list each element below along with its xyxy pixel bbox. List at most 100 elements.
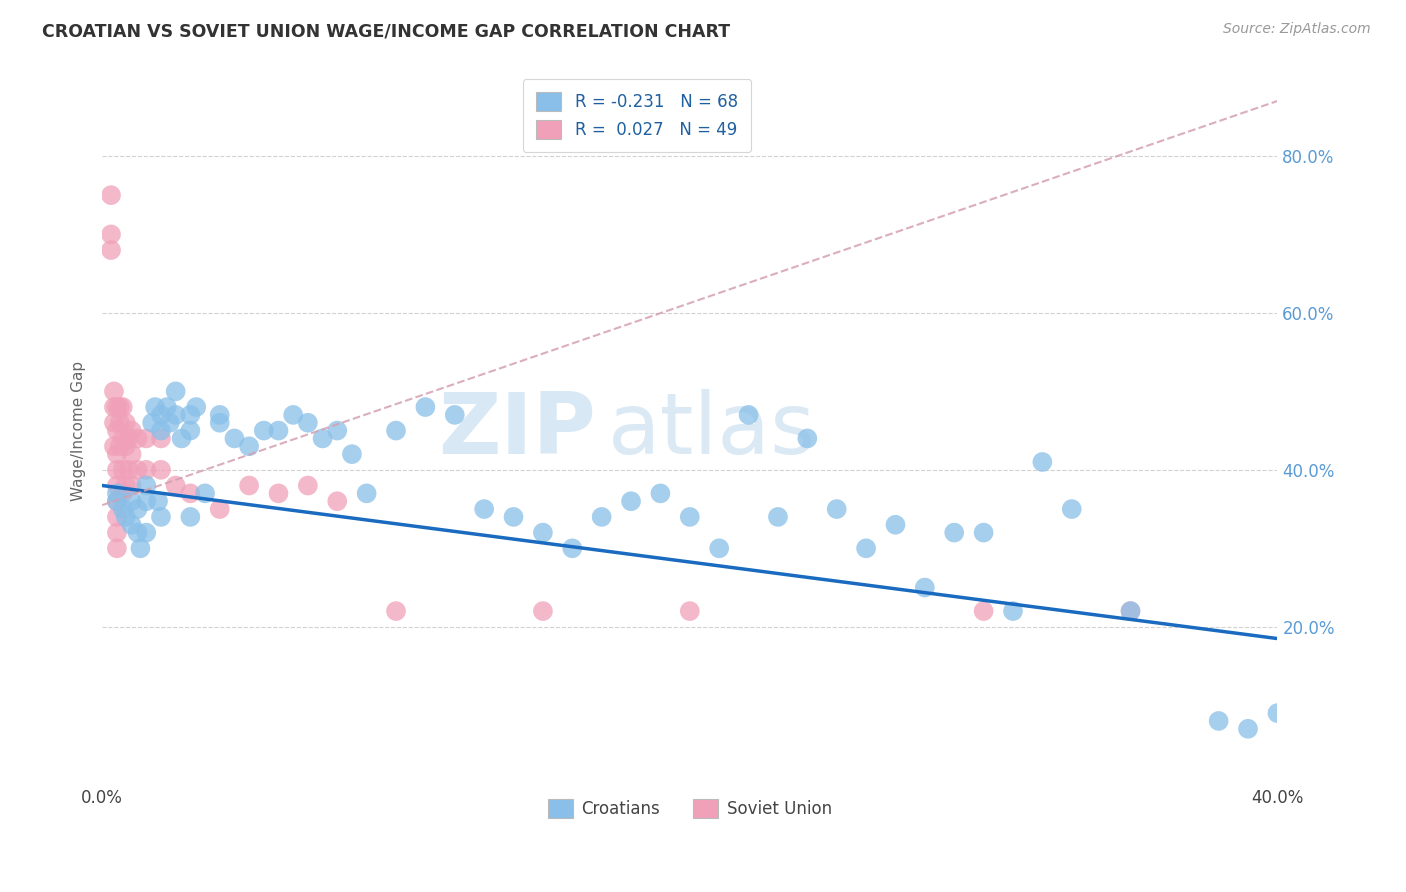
Point [103,416,125,430]
Point [135,463,157,477]
Point [108,416,131,430]
Point [208,416,231,430]
Point [472,502,495,516]
Point [121,517,143,532]
Point [179,424,201,438]
Point [1237,722,1260,736]
Legend: Croatians, Soviet Union: Croatians, Soviet Union [541,792,838,825]
Point [267,486,290,500]
Point [165,384,187,399]
Point [283,408,305,422]
Point [179,408,201,422]
Y-axis label: Wage/Income Gap: Wage/Income Gap [72,360,86,500]
Point [105,424,128,438]
Point [114,509,136,524]
Point [103,400,125,414]
Point [127,463,149,477]
Point [111,502,134,516]
Point [297,478,319,492]
Point [149,509,172,524]
Point [561,541,583,556]
Point [238,478,260,492]
Point [1119,604,1142,618]
Point [108,400,131,414]
Point [105,400,128,414]
Point [737,408,759,422]
Point [679,604,702,618]
Point [127,432,149,446]
Point [111,432,134,446]
Point [385,604,408,618]
Point [105,494,128,508]
Point [105,525,128,540]
Point [340,447,363,461]
Point [103,439,125,453]
Point [149,432,172,446]
Point [531,604,554,618]
Point [105,463,128,477]
Point [105,494,128,508]
Point [127,502,149,516]
Point [149,463,172,477]
Point [165,408,187,422]
Point [679,509,702,524]
Point [108,439,131,453]
Point [149,424,172,438]
Point [135,525,157,540]
Point [159,416,181,430]
Point [1001,604,1024,618]
Point [121,447,143,461]
Point [194,486,217,500]
Point [118,432,141,446]
Point [146,494,169,508]
Text: ZIP: ZIP [439,389,596,472]
Point [179,509,201,524]
Point [111,400,134,414]
Point [973,604,995,618]
Point [105,478,128,492]
Point [121,478,143,492]
Point [121,424,143,438]
Text: Source: ZipAtlas.com: Source: ZipAtlas.com [1223,22,1371,37]
Point [1060,502,1083,516]
Point [208,502,231,516]
Point [311,432,333,446]
Point [105,541,128,556]
Point [385,424,408,438]
Point [141,416,163,430]
Point [105,447,128,461]
Point [238,439,260,453]
Point [135,494,157,508]
Point [165,478,187,492]
Point [796,432,818,446]
Point [884,517,907,532]
Point [127,525,149,540]
Point [253,424,276,438]
Point [224,432,246,446]
Point [973,525,995,540]
Point [650,486,672,500]
Point [156,400,179,414]
Point [129,541,152,556]
Point [443,408,465,422]
Point [1208,714,1230,728]
Point [143,400,166,414]
Point [105,486,128,500]
Point [591,509,613,524]
Point [766,509,789,524]
Point [135,432,157,446]
Point [1031,455,1053,469]
Point [914,581,936,595]
Point [1119,604,1142,618]
Point [1267,706,1289,720]
Point [100,188,122,202]
Point [943,525,966,540]
Point [149,408,172,422]
Point [114,478,136,492]
Point [118,463,141,477]
Point [103,384,125,399]
Point [415,400,437,414]
Point [100,227,122,242]
Point [208,408,231,422]
Point [105,509,128,524]
